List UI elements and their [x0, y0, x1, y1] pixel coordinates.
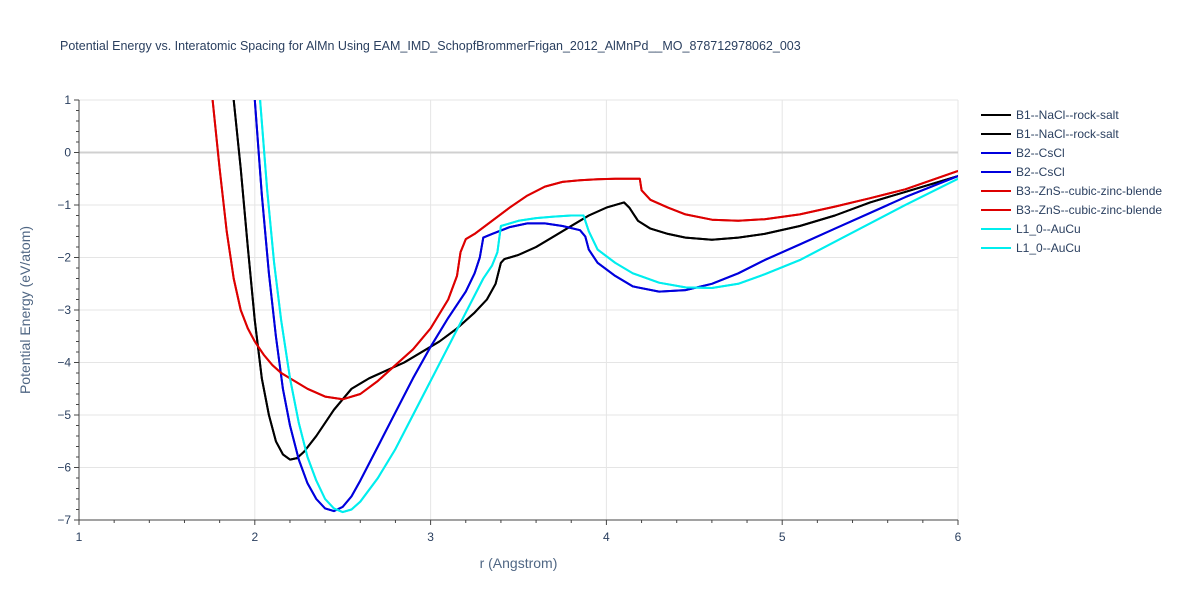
legend-item[interactable]: B3--ZnS--cubic-zinc-blende — [981, 184, 1162, 198]
y-tick-label: −7 — [57, 513, 71, 527]
y-tick-label: −1 — [57, 198, 71, 212]
legend-label: B2--CsCl — [1016, 146, 1065, 160]
legend-item[interactable]: B3--ZnS--cubic-zinc-blende — [981, 203, 1162, 217]
legend-item[interactable]: L1_0--AuCu — [981, 241, 1081, 255]
legend-label: L1_0--AuCu — [1016, 222, 1081, 236]
legend-label: B3--ZnS--cubic-zinc-blende — [1016, 184, 1162, 198]
y-tick-label: −2 — [57, 251, 71, 265]
legend[interactable]: B1--NaCl--rock-salt B1--NaCl--rock-salt B2… — [981, 108, 1162, 255]
x-tick-label: 2 — [251, 530, 258, 544]
x-axis-title: r (Angstrom) — [480, 555, 558, 571]
legend-label: B1--NaCl--rock-salt — [1016, 108, 1119, 122]
axes — [74, 99, 959, 525]
series-line-2 — [232, 100, 958, 461]
legend-item[interactable]: B2--CsCl — [981, 165, 1065, 179]
legend-label: B2--CsCl — [1016, 165, 1065, 179]
y-tick-label: −6 — [57, 461, 71, 475]
y-tick-label: 0 — [64, 146, 71, 160]
y-tick-label: −5 — [57, 408, 71, 422]
legend-item[interactable]: B1--NaCl--rock-salt — [981, 127, 1119, 141]
legend-item[interactable]: B2--CsCl — [981, 146, 1065, 160]
x-tick-label: 3 — [427, 530, 434, 544]
y-tick-label: 1 — [64, 93, 71, 107]
x-tick-label: 1 — [76, 530, 83, 544]
grid — [79, 99, 959, 520]
legend-label: B3--ZnS--cubic-zinc-blende — [1016, 203, 1162, 217]
chart-title: Potential Energy vs. Interatomic Spacing… — [60, 39, 801, 53]
x-tick-label: 6 — [955, 530, 962, 544]
y-tick-label: −4 — [57, 356, 71, 370]
y-tick-label: −3 — [57, 303, 71, 317]
series-line-6 — [211, 100, 958, 401]
legend-item[interactable]: L1_0--AuCu — [981, 222, 1081, 236]
x-tick-label: 4 — [603, 530, 610, 544]
legend-label: B1--NaCl--rock-salt — [1016, 127, 1119, 141]
legend-label: L1_0--AuCu — [1016, 241, 1081, 255]
legend-item[interactable]: B1--NaCl--rock-salt — [981, 108, 1119, 122]
x-tick-label: 5 — [779, 530, 786, 544]
series-line-8 — [259, 100, 958, 514]
tick-labels: 1 2 3 4 5 6 1 0 −1 −2 −3 −4 −5 −6 −7 — [57, 93, 961, 544]
y-axis-title: Potential Energy (eV/atom) — [17, 226, 33, 394]
series-layer — [211, 100, 958, 514]
series-line-4 — [253, 100, 958, 513]
